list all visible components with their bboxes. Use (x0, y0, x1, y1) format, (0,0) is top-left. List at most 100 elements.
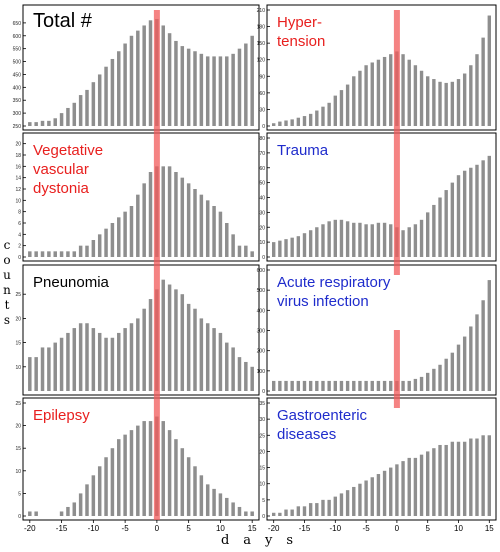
bar (487, 15, 491, 126)
bar (370, 380, 374, 391)
bar (161, 25, 165, 126)
y-tick-label: 0 (262, 255, 265, 261)
bar (339, 493, 344, 516)
bar (364, 480, 368, 516)
bar (47, 120, 51, 126)
bar (413, 457, 418, 516)
y-tick-label: 20 (15, 142, 21, 148)
bar (272, 512, 276, 516)
y-tick-label: 180 (257, 25, 266, 31)
bar (53, 342, 57, 391)
bar (186, 48, 191, 126)
bar (237, 357, 242, 391)
bar (376, 380, 381, 391)
bar (308, 230, 313, 257)
bar (250, 366, 254, 391)
y-tick-label: 5 (262, 498, 265, 504)
bar (91, 475, 96, 516)
bar (205, 200, 210, 257)
y-tick-label: 400 (257, 308, 266, 314)
bar (237, 48, 242, 126)
y-tick-label: 5 (18, 491, 21, 497)
y-tick-label: 250 (13, 124, 22, 130)
y-tick-label: 450 (13, 72, 22, 78)
bar (456, 441, 461, 516)
y-tick-label: 16 (15, 164, 21, 170)
bar (218, 493, 223, 516)
bar (66, 251, 70, 257)
x-tick-label: 15 (485, 524, 494, 533)
bar (110, 448, 115, 516)
bar (382, 222, 387, 257)
bar (296, 380, 301, 391)
y-tick-label: 10 (15, 365, 21, 371)
panel-4: 0 10 20 30 40 50 60 70 80 Trauma (259, 132, 497, 262)
bar (205, 56, 210, 126)
panel-title: vascular (33, 161, 89, 178)
bar (345, 490, 350, 516)
bar (161, 279, 165, 391)
panel-title: Epilepsy (33, 407, 90, 424)
bar (129, 430, 134, 516)
y-tick-label: 30 (259, 417, 265, 423)
bar (148, 172, 153, 257)
bar (296, 506, 301, 516)
bar (370, 224, 374, 257)
bar (91, 328, 96, 391)
bar (272, 380, 276, 391)
bar (370, 62, 374, 126)
bar (345, 380, 350, 391)
bar (180, 448, 185, 516)
bar (444, 190, 448, 257)
bar (129, 35, 134, 126)
bar (481, 300, 485, 391)
bar (432, 448, 436, 516)
bar (370, 477, 374, 516)
day-zero-band-right-lower (393, 330, 400, 408)
bar (34, 122, 38, 126)
bar (231, 234, 235, 257)
y-tick-label: 25 (259, 433, 265, 439)
y-tick-label: 0 (262, 124, 265, 130)
bar (339, 90, 344, 126)
bar (186, 183, 191, 257)
bar (212, 56, 216, 126)
bar (129, 323, 134, 391)
bar (199, 53, 204, 127)
panel-title: dystonia (33, 180, 90, 197)
bar (401, 461, 405, 516)
bar (345, 84, 350, 126)
bar (278, 240, 282, 257)
bar (174, 40, 178, 126)
bar (487, 155, 491, 257)
bar (278, 380, 282, 391)
bar (97, 332, 102, 391)
bar (426, 76, 430, 126)
y-tick-label: 18 (15, 153, 21, 159)
bar (40, 347, 45, 391)
bar (110, 337, 115, 391)
bar (364, 224, 368, 257)
y-tick-label: 35 (259, 401, 265, 407)
bar (199, 318, 204, 391)
bar (358, 70, 362, 126)
bar (438, 81, 442, 126)
bar (40, 251, 45, 257)
y-tick-label: 200 (257, 349, 266, 355)
x-tick-label: 5 (186, 524, 191, 533)
bar (358, 222, 362, 257)
panel-title: tension (277, 33, 325, 50)
day-zero-band-left (153, 10, 160, 520)
bar (28, 122, 32, 126)
bar (302, 380, 307, 391)
bar (97, 466, 102, 516)
bar (34, 357, 38, 391)
day-zero-band-right-upper (393, 10, 400, 275)
panel-title: Total # (33, 10, 93, 32)
bar (212, 488, 216, 516)
bar (327, 380, 331, 391)
bar (389, 224, 393, 257)
bar (426, 212, 430, 257)
bar (364, 65, 368, 126)
